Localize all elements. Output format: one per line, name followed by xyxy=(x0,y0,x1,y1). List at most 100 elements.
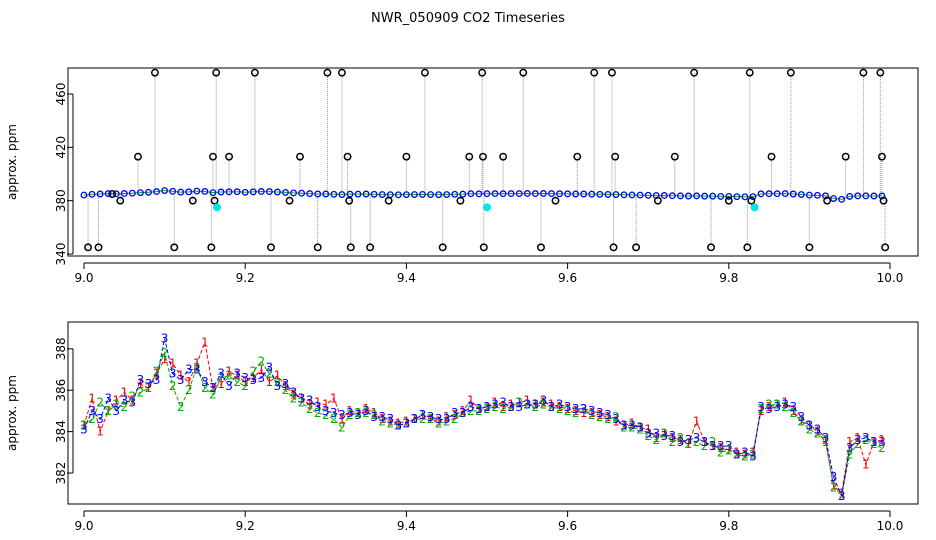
series-2-point-label: 2 xyxy=(451,412,459,426)
top-data-point xyxy=(354,190,362,198)
series-2-point-label: 2 xyxy=(830,481,838,495)
top-data-point xyxy=(757,190,765,198)
series-3-point-label: 3 xyxy=(386,412,394,426)
flagged-point xyxy=(750,203,759,212)
series-1-point-label: 1 xyxy=(838,487,846,501)
series-1-point-label: 1 xyxy=(749,445,757,459)
series-3-point-label: 3 xyxy=(217,367,225,381)
series-3-point-label: 3 xyxy=(266,360,274,374)
series-1-point-label: 1 xyxy=(459,404,467,418)
series-3-point-label: 3 xyxy=(475,402,483,416)
spike-point xyxy=(876,68,885,77)
series-1-point-label: 1 xyxy=(314,396,322,410)
series-1-point-label: 1 xyxy=(338,412,346,426)
series-1-point-label: 1 xyxy=(483,400,491,414)
top-data-point xyxy=(394,191,402,199)
series-2-point-label: 2 xyxy=(209,387,217,401)
spike-point xyxy=(108,190,117,198)
series-2-point-label: 2 xyxy=(266,367,274,381)
series-2-point-label: 2 xyxy=(378,414,386,428)
series-3-point-label: 3 xyxy=(515,400,523,414)
series-1-point-label: 1 xyxy=(266,375,274,389)
series-1-point-label: 1 xyxy=(588,406,596,420)
top-data-point xyxy=(588,190,596,198)
x-tick-label: 9.8 xyxy=(719,271,738,285)
top-data-point xyxy=(676,192,684,200)
series-2-point-label: 2 xyxy=(290,392,298,406)
series-1-point-label: 1 xyxy=(129,394,137,408)
top-data-point xyxy=(177,188,185,196)
series-2-point-label: 2 xyxy=(515,396,523,410)
top-data-point xyxy=(660,192,668,199)
series-2-point-label: 2 xyxy=(395,418,403,432)
series-1-point-label: 1 xyxy=(620,418,628,432)
top-data-point xyxy=(644,191,652,199)
series-1-point-label: 1 xyxy=(636,420,644,434)
top-data-point xyxy=(233,188,241,196)
x-tick-label: 9.2 xyxy=(236,271,255,285)
top-data-point xyxy=(419,190,426,198)
top-data-point xyxy=(435,191,443,199)
series-2-point-label: 2 xyxy=(354,406,362,420)
series-2-point-label: 2 xyxy=(225,369,233,383)
series-2-point-label: 2 xyxy=(88,412,96,426)
series-3-point-label: 3 xyxy=(378,410,386,424)
series-1-point-label: 1 xyxy=(532,398,540,412)
x-tick-label: 9.6 xyxy=(558,519,577,533)
top-data-point xyxy=(322,190,330,198)
spike-point xyxy=(250,68,259,77)
top-data-point xyxy=(846,192,854,200)
top-data-point xyxy=(402,191,410,199)
spike-point xyxy=(743,243,752,252)
series-1-point-label: 1 xyxy=(822,435,830,449)
top-data-point xyxy=(797,191,805,198)
series-1-point-label: 1 xyxy=(145,381,153,395)
spike-point xyxy=(285,196,294,205)
top-data-point xyxy=(531,190,539,198)
series-2-point-label: 2 xyxy=(660,427,668,441)
series-1-point-label: 1 xyxy=(378,412,386,426)
spike-point xyxy=(607,68,616,77)
top-data-point xyxy=(789,190,797,198)
spike-point xyxy=(267,243,275,252)
spike-point xyxy=(877,152,886,161)
x-tick-label: 9.2 xyxy=(236,519,255,533)
series-2-point-label: 2 xyxy=(483,402,491,416)
series-1-point-label: 1 xyxy=(556,400,564,414)
series-3-point-label: 3 xyxy=(749,449,757,463)
series-2-point-label: 2 xyxy=(322,408,330,422)
top-data-point xyxy=(443,191,451,198)
series-2-point-label: 2 xyxy=(757,402,765,416)
series-2-point-label: 2 xyxy=(636,423,644,437)
top-data-point xyxy=(830,195,838,202)
series-3-point-label: 3 xyxy=(451,406,459,420)
series-3-point-label: 3 xyxy=(298,392,306,406)
top-data-point xyxy=(193,187,201,195)
top-data-point xyxy=(201,188,209,195)
series-3-point-label: 3 xyxy=(733,447,741,461)
top-data-point xyxy=(838,195,846,203)
series-2-point-label: 2 xyxy=(878,441,886,455)
top-data-point xyxy=(217,188,225,196)
top-data-point xyxy=(249,188,257,196)
series-1-point-label: 1 xyxy=(628,416,636,430)
series-3-point-label: 3 xyxy=(435,412,443,426)
series-3-point-label: 3 xyxy=(322,404,330,418)
top-data-point xyxy=(685,192,692,200)
series-3-point-label: 3 xyxy=(257,371,265,385)
series-3-point-label: 3 xyxy=(532,398,540,412)
spike-point xyxy=(456,196,465,205)
series-2-point-label: 2 xyxy=(185,383,193,397)
series-1-point-label: 1 xyxy=(733,445,741,459)
series-2-point-label: 2 xyxy=(870,437,878,451)
series-1-point-label: 1 xyxy=(814,425,822,439)
series-2-point-label: 2 xyxy=(806,423,814,437)
series-1-point-label: 1 xyxy=(249,371,257,385)
spike-point xyxy=(366,243,375,252)
spike-point xyxy=(479,152,487,161)
top-data-point xyxy=(282,188,289,196)
series-1-point-label: 1 xyxy=(153,367,161,381)
spike-point xyxy=(745,68,754,77)
top-data-point xyxy=(306,190,314,198)
top-data-point xyxy=(781,190,789,198)
